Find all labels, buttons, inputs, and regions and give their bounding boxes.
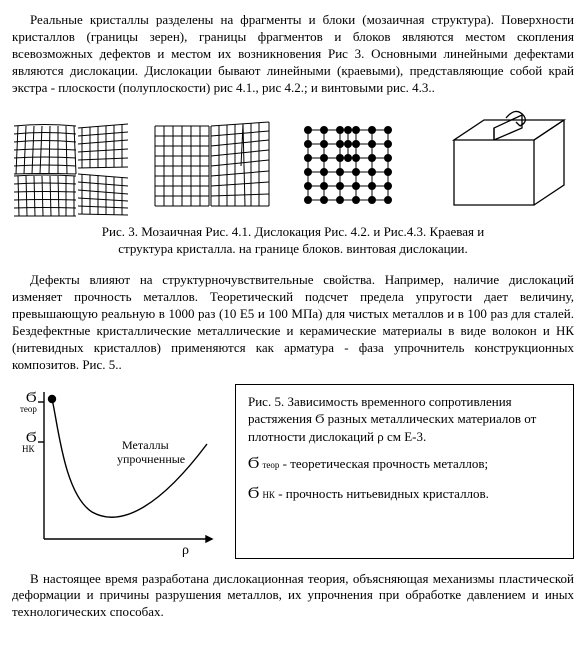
paragraph-defects: Дефекты влияют на структурночувствительн… [12,272,574,373]
fig-5-title: Рис. 5. Зависимость временного сопротивл… [248,393,563,446]
fig-5-line-2: Ϭ НК - прочность нитьевидных кристаллов. [248,483,563,505]
svg-text:ρ: ρ [182,543,189,558]
fig-5-chart: Ϭ теор Ϭ НК ρ Металлы упрочненные [12,384,227,559]
svg-text:Металлы упрочненные: Металлы упрочненные [117,438,185,466]
svg-text:теор: теор [20,404,37,414]
figure-5: Ϭ теор Ϭ НК ρ Металлы упрочненные Рис. 5… [12,384,574,559]
svg-text:НК: НК [22,444,35,454]
paragraph-intro: Реальные кристаллы разделены на фрагмент… [12,12,574,96]
figure-row-caption: Рис. 3. Мозаичная Рис. 4.1. Дислокация Р… [12,224,574,258]
fig-5-line-1: Ϭ теор - теоретическая прочность металло… [248,453,563,475]
fig-4-3-screw [424,110,574,220]
fig-5-legend: Рис. 5. Зависимость временного сопротивл… [235,384,574,559]
fig-4-1-dislocation [153,120,273,220]
figure-row [12,110,574,220]
paragraph-theory: В настоящее время разработана дислокацио… [12,571,574,622]
fig-4-2-edge [293,120,403,220]
fig-3-mosaic [12,120,132,220]
